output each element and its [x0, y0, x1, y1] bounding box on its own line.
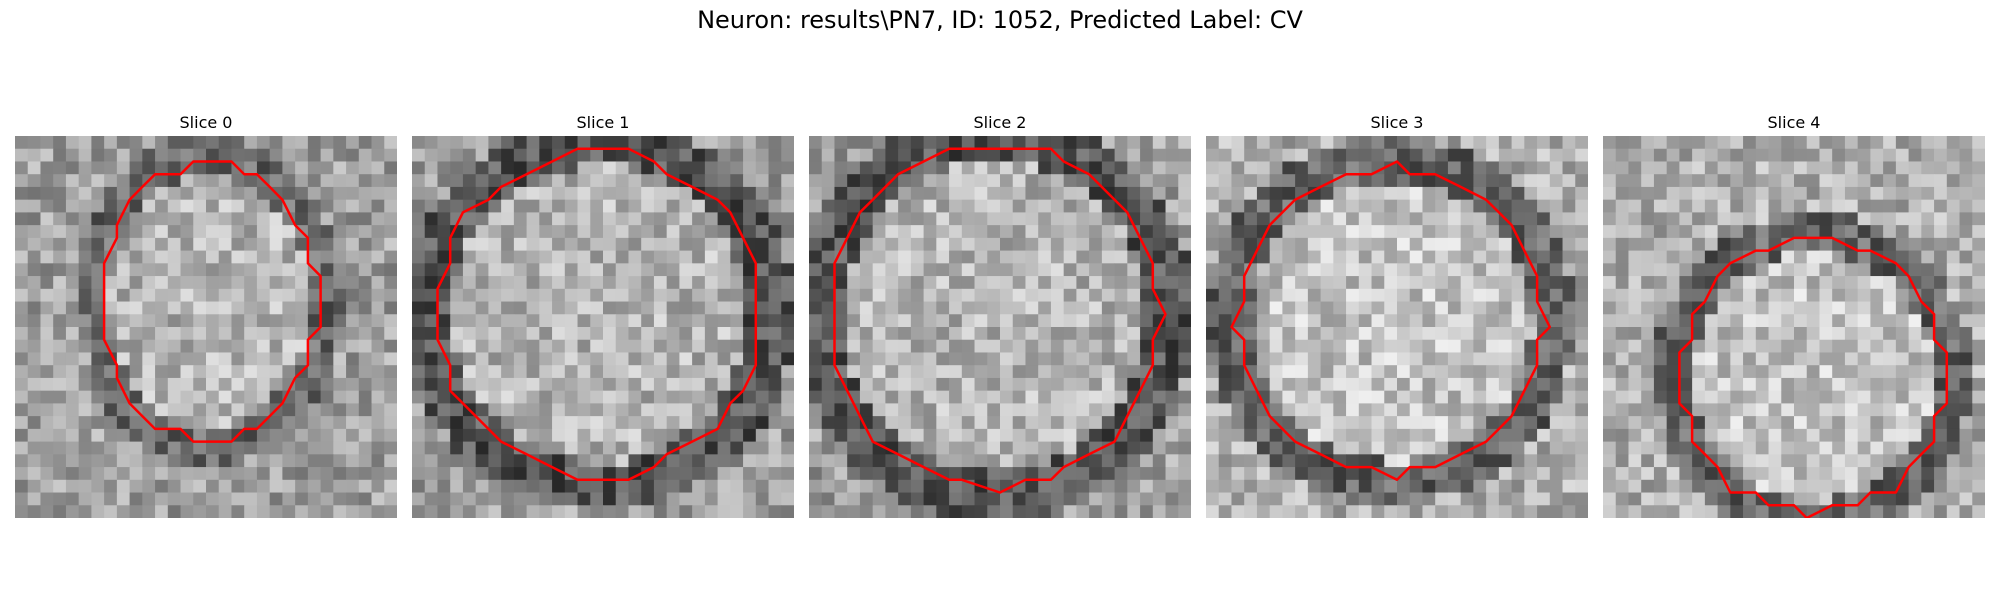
pixel-grid: [15, 136, 397, 518]
slice-title: Slice 2: [973, 113, 1027, 132]
slice-panel-0: Slice 0: [15, 112, 397, 518]
slice-title: Slice 3: [1370, 113, 1424, 132]
slice-panel-1: Slice 1: [412, 112, 794, 518]
contour-outline: [436, 147, 758, 482]
slice-title: Slice 0: [179, 113, 233, 132]
contour-outline: [833, 147, 1167, 494]
slice-title: Slice 4: [1767, 113, 1821, 132]
slice-image: [1603, 136, 1985, 518]
pixel-grid: [412, 136, 794, 518]
contour-outline: [102, 160, 322, 443]
slice-image: [15, 136, 397, 518]
slice-title: Slice 1: [576, 113, 630, 132]
pixel-grid: [1603, 136, 1985, 518]
contour-outline: [1678, 236, 1949, 518]
slice-panel-2: Slice 2: [809, 112, 1191, 518]
figure-title: Neuron: results\PN7, ID: 1052, Predicted…: [697, 6, 1303, 34]
pixel-grid: [1206, 136, 1588, 518]
pixel-grid: [809, 136, 1191, 518]
slice-panel-3: Slice 3: [1206, 112, 1588, 518]
contour-outline: [1230, 160, 1552, 482]
slice-image: [412, 136, 794, 518]
slice-image: [809, 136, 1191, 518]
slice-image: [1206, 136, 1588, 518]
slice-panel-4: Slice 4: [1603, 112, 1985, 518]
